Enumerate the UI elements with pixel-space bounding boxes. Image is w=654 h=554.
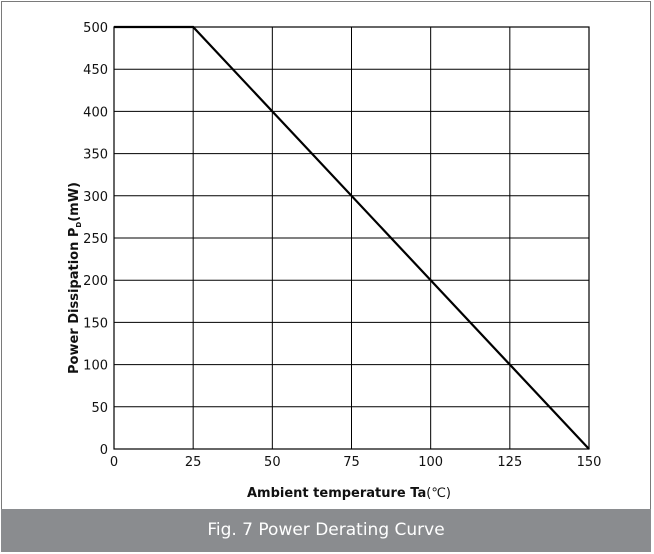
y-axis-label: Power Dissipation P — [67, 228, 82, 374]
series-layer — [114, 25, 590, 450]
y-tick-label: 450 — [83, 63, 108, 78]
y-tick-label: 350 — [83, 148, 108, 163]
x-tick-label: 100 — [418, 455, 443, 470]
x-tick-label: 75 — [343, 455, 360, 470]
y-tick-label: 200 — [83, 274, 108, 289]
figure-caption: Fig. 7 Power Derating Curve — [1, 509, 651, 552]
x-tick-label: 0 — [110, 455, 118, 470]
y-tick-label: 50 — [91, 401, 108, 416]
x-tick-label: 125 — [497, 455, 522, 470]
x-tick-label: 25 — [185, 455, 202, 470]
y-tick-label: 0 — [100, 443, 108, 458]
x-tick-label: 150 — [577, 455, 602, 470]
y-axis-title: Power Dissipation PD(mW) — [67, 182, 83, 374]
derating-curve-line — [114, 25, 590, 450]
x-axis-unit: (℃) — [426, 486, 451, 501]
y-tick-label: 400 — [83, 105, 108, 120]
y-tick-label: 500 — [83, 21, 108, 36]
y-axis-ticks: 0 50 100 150 200 250 300 350 400 450 500 — [83, 21, 108, 458]
grid-lines — [114, 27, 589, 449]
y-axis-unit: (mW) — [67, 182, 82, 222]
plot-area-border — [113, 26, 590, 450]
x-axis-title: Ambient temperature Ta(℃) — [247, 486, 451, 501]
y-tick-label: 150 — [83, 316, 108, 331]
x-axis-ticks: 0 25 50 75 100 125 150 — [110, 455, 602, 470]
y-tick-label: 100 — [83, 359, 108, 374]
y-axis-subscript: D — [75, 222, 83, 228]
plot-border — [113, 26, 590, 450]
x-tick-label: 50 — [264, 455, 281, 470]
y-tick-label: 250 — [83, 232, 108, 247]
x-axis-label: Ambient temperature Ta — [247, 486, 426, 501]
y-tick-label: 300 — [83, 190, 108, 205]
